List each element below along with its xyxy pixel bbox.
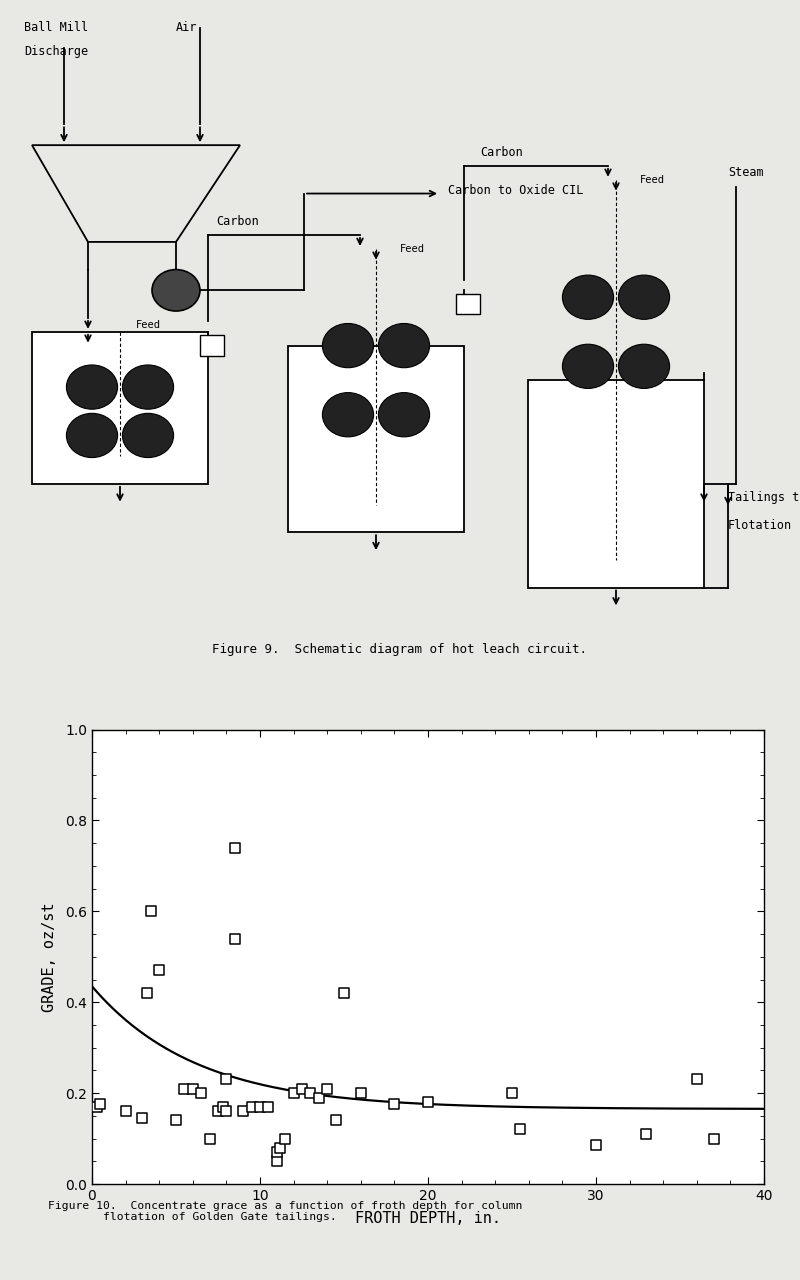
Y-axis label: GRADE, oz/st: GRADE, oz/st	[42, 902, 57, 1011]
Point	[422, 1092, 434, 1112]
Point	[136, 1108, 149, 1129]
Point	[220, 1101, 233, 1121]
Point	[388, 1094, 401, 1115]
Circle shape	[378, 393, 430, 436]
Text: Figure 9.  Schematic diagram of hot leach circuit.: Figure 9. Schematic diagram of hot leach…	[213, 644, 587, 657]
Point	[514, 1119, 527, 1139]
Point	[262, 1097, 275, 1117]
Point	[279, 1129, 292, 1149]
Point	[217, 1097, 230, 1117]
Bar	[288, 346, 464, 532]
Text: Air: Air	[176, 20, 198, 33]
Circle shape	[66, 365, 118, 410]
Point	[321, 1078, 334, 1098]
Text: Feed: Feed	[136, 320, 161, 330]
Text: Discharge: Discharge	[24, 45, 88, 58]
Point	[330, 1110, 342, 1130]
Text: Carbon to Oxide CIL: Carbon to Oxide CIL	[448, 183, 583, 197]
Point	[211, 1101, 224, 1121]
Bar	[456, 293, 480, 315]
Point	[229, 837, 242, 858]
Point	[690, 1069, 703, 1089]
Text: Steam: Steam	[728, 166, 764, 179]
Point	[220, 1069, 233, 1089]
Point	[178, 1078, 191, 1098]
Point	[590, 1135, 602, 1156]
X-axis label: FROTH DEPTH, in.: FROTH DEPTH, in.	[355, 1211, 501, 1226]
Point	[312, 1088, 325, 1108]
Point	[145, 901, 158, 922]
Point	[94, 1094, 107, 1115]
Point	[354, 1083, 367, 1103]
Point	[270, 1151, 283, 1171]
Circle shape	[322, 393, 374, 436]
Text: Feed: Feed	[640, 174, 665, 184]
Point	[203, 1129, 216, 1149]
Circle shape	[378, 324, 430, 367]
Text: Ball Mill: Ball Mill	[24, 20, 88, 33]
Point	[338, 983, 350, 1004]
Point	[195, 1083, 208, 1103]
Point	[229, 928, 242, 948]
Point	[270, 1142, 283, 1162]
Point	[237, 1101, 250, 1121]
Circle shape	[618, 275, 670, 319]
Text: Carbon: Carbon	[480, 146, 522, 159]
Circle shape	[322, 324, 374, 367]
Text: Tailings to: Tailings to	[728, 492, 800, 504]
Point	[186, 1078, 199, 1098]
Circle shape	[618, 344, 670, 388]
Circle shape	[122, 413, 174, 457]
Circle shape	[562, 275, 614, 319]
Text: Carbon: Carbon	[216, 215, 258, 228]
Bar	[200, 335, 224, 356]
Point	[506, 1083, 518, 1103]
Point	[90, 1097, 103, 1117]
Point	[153, 960, 166, 980]
Point	[170, 1110, 182, 1130]
Text: Flotation: Flotation	[728, 518, 792, 531]
Point	[640, 1124, 653, 1144]
Point	[274, 1138, 286, 1158]
Text: Figure 10.  Concentrate grace as a function of froth depth for column
        fl: Figure 10. Concentrate grace as a functi…	[48, 1201, 522, 1222]
Point	[141, 983, 154, 1004]
Circle shape	[66, 413, 118, 457]
Point	[304, 1083, 317, 1103]
Point	[254, 1097, 266, 1117]
Text: Feed: Feed	[400, 243, 425, 253]
Bar	[528, 380, 704, 588]
Bar	[32, 332, 208, 484]
Point	[287, 1083, 300, 1103]
Point	[119, 1101, 132, 1121]
Point	[296, 1078, 309, 1098]
Circle shape	[562, 344, 614, 388]
Circle shape	[122, 365, 174, 410]
Point	[707, 1129, 720, 1149]
Circle shape	[152, 270, 200, 311]
Point	[245, 1097, 258, 1117]
